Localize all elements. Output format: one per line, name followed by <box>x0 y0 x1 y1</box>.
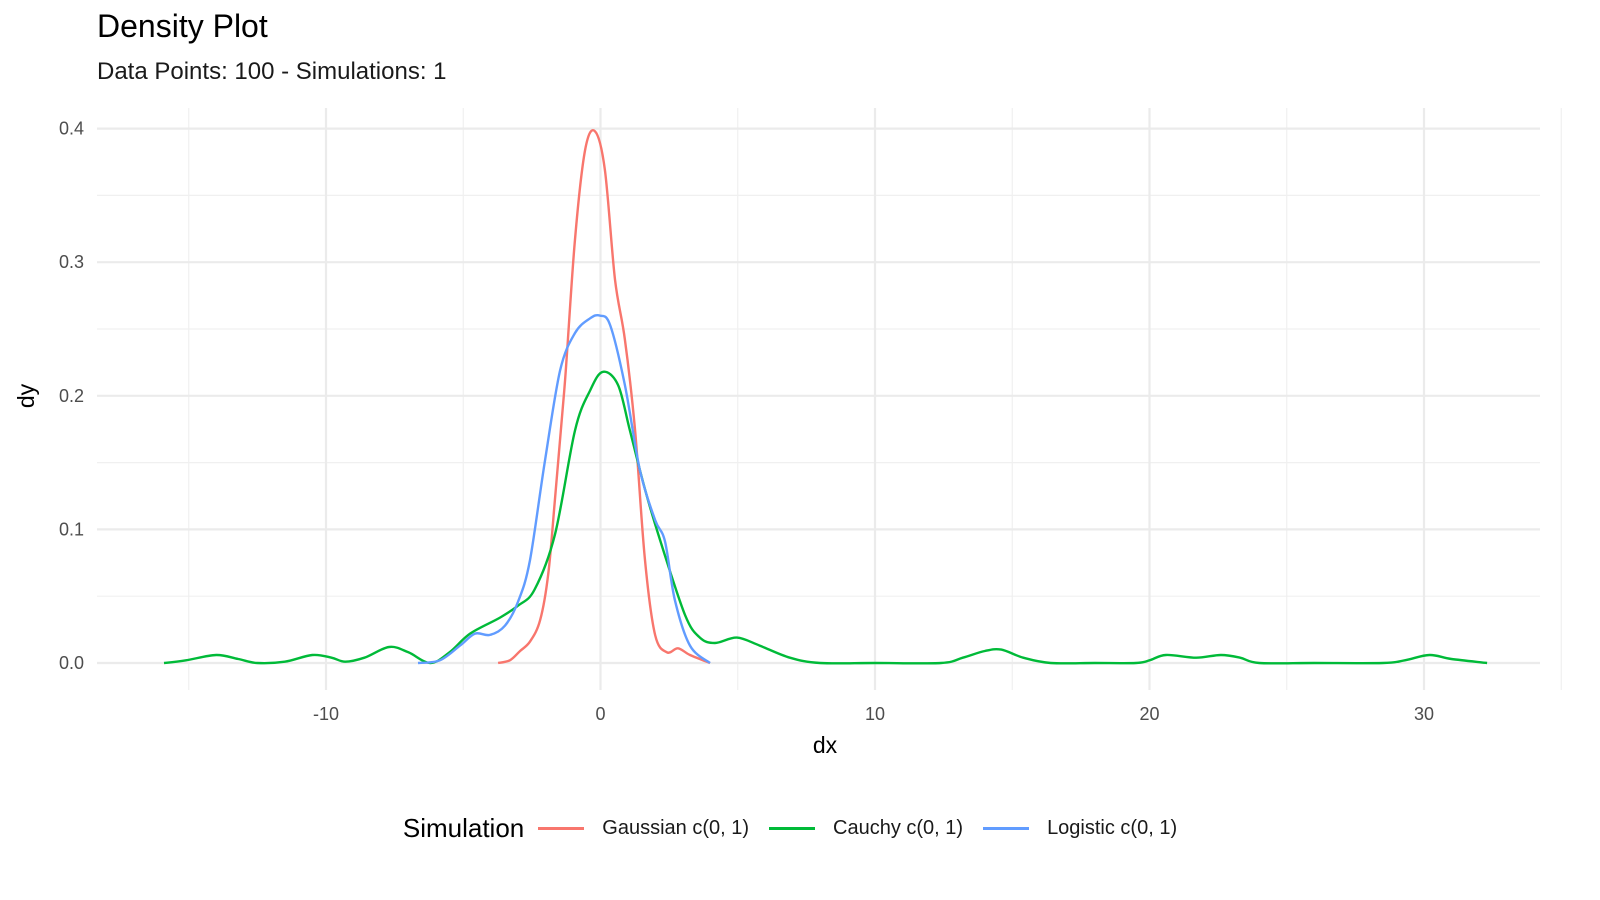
chart-title: Density Plot <box>97 8 268 44</box>
y-tick-label: 0.1 <box>59 519 84 539</box>
legend-item-gaussian: Gaussian c(0, 1) <box>538 817 749 840</box>
y-tick-label: 0.3 <box>59 252 84 272</box>
series-line-gaussian <box>497 129 711 665</box>
legend-title: Simulation <box>402 812 525 843</box>
series-line-cauchy <box>163 370 1488 665</box>
series-line-logistic <box>417 313 711 665</box>
legend-item-cauchy: Cauchy c(0, 1) <box>769 817 963 840</box>
legend: Simulation Gaussian c(0, 1) Cauchy c(0, … <box>0 808 1600 848</box>
x-tick-label: 10 <box>865 704 885 724</box>
legend-key-cauchy <box>769 826 815 830</box>
grid-lines <box>97 108 1562 690</box>
x-tick-label: 0 <box>595 704 605 724</box>
density-series <box>163 129 1488 665</box>
y-tick-label: 0.0 <box>59 653 84 673</box>
legend-key-logistic <box>983 826 1030 830</box>
y-tick-label: 0.2 <box>59 386 84 406</box>
legend-label-gaussian: Gaussian c(0, 1) <box>602 816 749 839</box>
chart-subtitle: Data Points: 100 - Simulations: 1 <box>97 58 447 85</box>
x-axis-label: dx <box>813 732 838 758</box>
y-axis-ticks: 0.0 0.1 0.2 0.3 0.4 <box>59 119 84 673</box>
x-tick-label: -10 <box>313 704 339 724</box>
legend-key-gaussian <box>538 826 585 830</box>
x-axis-ticks: -10 0 10 20 30 <box>313 704 1434 724</box>
x-tick-label: 20 <box>1139 704 1159 724</box>
y-axis-label: dy <box>13 383 39 408</box>
legend-item-logistic: Logistic c(0, 1) <box>983 817 1177 840</box>
legend-label-cauchy: Cauchy c(0, 1) <box>833 816 964 839</box>
legend-label-logistic: Logistic c(0, 1) <box>1047 816 1178 839</box>
y-tick-label: 0.4 <box>59 119 84 139</box>
x-tick-label: 30 <box>1414 704 1434 724</box>
